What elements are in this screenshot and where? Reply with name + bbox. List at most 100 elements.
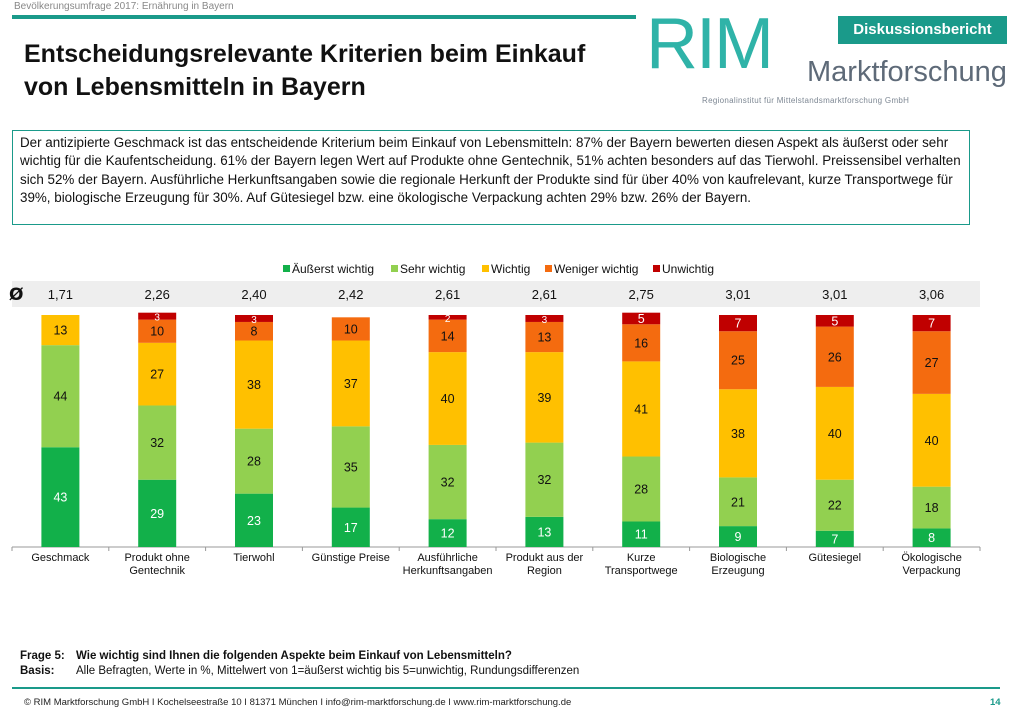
category-label: Region xyxy=(527,565,562,577)
data-label: 9 xyxy=(735,530,742,544)
basis-text: Alle Befragten, Werte in %, Mittelwert v… xyxy=(76,665,580,677)
data-label: 29 xyxy=(150,507,164,521)
survey-label: Bevölkerungsumfrage 2017: Ernährung in B… xyxy=(14,1,234,12)
mean-value: 2,26 xyxy=(145,287,170,302)
bar-segment-unwichtig xyxy=(719,315,757,332)
basis-note: Basis: Alle Befragten, Werte in %, Mittel… xyxy=(20,665,579,677)
bar-segment-unwichtig xyxy=(912,315,951,332)
bar-segment-unwichtig xyxy=(235,315,273,322)
bar-segment-aeusserst-wichtig xyxy=(622,521,661,547)
data-label: 32 xyxy=(537,473,551,487)
bar-segment-aeusserst-wichtig xyxy=(41,447,80,547)
data-label: 40 xyxy=(441,392,455,406)
logo-rim: RIM xyxy=(646,4,774,84)
data-label: 13 xyxy=(537,525,551,539)
bar-segment-weniger-wichtig xyxy=(331,317,370,341)
bar-segment-sehr-wichtig xyxy=(912,486,951,529)
legend-swatch-wichtig xyxy=(482,265,489,272)
basis-label: Basis: xyxy=(20,665,55,677)
mean-value: 1,71 xyxy=(48,287,73,302)
data-label: 3 xyxy=(251,315,257,326)
data-label: 28 xyxy=(634,483,648,497)
question-label: Frage 5: xyxy=(20,650,65,662)
bar-segment-weniger-wichtig xyxy=(138,319,177,343)
legend-label-aeusserst-wichtig: Äußerst wichtig xyxy=(292,262,374,276)
data-label: 17 xyxy=(344,521,358,535)
footer-rule xyxy=(12,687,1000,689)
bar-segment-unwichtig xyxy=(138,312,177,320)
data-label: 27 xyxy=(150,368,164,382)
data-label: 38 xyxy=(247,378,261,392)
data-label: 14 xyxy=(441,329,455,343)
bar-segment-sehr-wichtig xyxy=(235,428,273,494)
bar-segment-sehr-wichtig xyxy=(719,477,757,527)
mean-value: 2,61 xyxy=(532,287,557,302)
question-note: Frage 5: Wie wichtig sind Ihnen die folge… xyxy=(20,650,512,662)
category-label: Transportwege xyxy=(605,565,678,577)
bar-segment-wichtig xyxy=(331,340,370,427)
data-label: 22 xyxy=(828,499,842,513)
data-label: 11 xyxy=(635,528,648,542)
bar-segment-aeusserst-wichtig xyxy=(428,519,467,547)
legend-label-sehr-wichtig: Sehr wichtig xyxy=(400,262,465,276)
legend-swatch-aeusserst-wichtig xyxy=(283,265,290,272)
report-type-badge: Diskussionsbericht xyxy=(838,16,1007,44)
data-label: 16 xyxy=(634,336,648,350)
question-text: Wie wichtig sind Ihnen die folgenden Asp… xyxy=(76,650,512,662)
data-label: 7 xyxy=(735,317,742,331)
bar-segment-aeusserst-wichtig xyxy=(138,479,177,547)
data-label: 32 xyxy=(441,476,455,490)
bar-segment-wichtig xyxy=(622,361,661,457)
page-title: Entscheidungsrelevante Kriterien beim Ei… xyxy=(24,40,586,101)
legend-label-unwichtig: Unwichtig xyxy=(662,262,714,276)
bar-segment-sehr-wichtig xyxy=(138,405,177,480)
data-label: 10 xyxy=(344,322,358,336)
legend-swatch-sehr-wichtig xyxy=(391,265,398,272)
data-label: 23 xyxy=(247,514,261,528)
page-number: 14 xyxy=(990,697,1001,708)
data-label: 13 xyxy=(53,324,67,338)
bar-segment-unwichtig xyxy=(815,315,854,327)
data-label: 18 xyxy=(925,501,939,515)
category-label: Herkunftsangaben xyxy=(403,565,493,577)
category-label: Ausführliche xyxy=(417,552,478,564)
data-label: 7 xyxy=(928,317,935,331)
data-label: 5 xyxy=(831,314,838,328)
bar-segment-weniger-wichtig xyxy=(525,321,564,353)
bar-segment-aeusserst-wichtig xyxy=(815,530,854,547)
bar-segment-weniger-wichtig xyxy=(622,324,661,362)
mean-row-background xyxy=(12,281,980,307)
logo-tagline: Regionalinstitut für Mittelstandsmarktfo… xyxy=(702,96,910,105)
data-label: 21 xyxy=(731,495,745,509)
mean-value: 2,61 xyxy=(435,287,460,302)
data-label: 25 xyxy=(731,354,745,368)
bar-segment-sehr-wichtig xyxy=(428,444,467,520)
bar-segment-unwichtig xyxy=(622,312,661,325)
bar-segment-wichtig xyxy=(912,393,951,487)
bar-segment-wichtig xyxy=(428,352,467,445)
bar-segment-aeusserst-wichtig xyxy=(235,493,273,547)
category-label: Geschmack xyxy=(31,552,90,564)
data-label: 3 xyxy=(154,313,160,324)
data-label: 43 xyxy=(53,491,67,505)
mean-value: 3,01 xyxy=(822,287,847,302)
bar-segment-aeusserst-wichtig xyxy=(331,507,370,547)
bar-segment-weniger-wichtig xyxy=(912,331,951,394)
mean-value: 3,06 xyxy=(919,287,944,302)
bar-segment-weniger-wichtig xyxy=(428,319,467,353)
header-rule xyxy=(12,15,636,19)
data-label: 13 xyxy=(537,331,551,345)
data-label: 27 xyxy=(925,356,939,370)
bar-segment-sehr-wichtig xyxy=(525,442,564,517)
mean-value: 2,75 xyxy=(629,287,654,302)
bar-segment-wichtig xyxy=(138,342,177,406)
category-label: Günstige Preise xyxy=(312,552,390,564)
data-label: 2 xyxy=(445,314,451,325)
stacked-bar-chart: Äußerst wichtig Sehr wichtig Wichtig Wenige… xyxy=(9,262,981,577)
bar-segment-aeusserst-wichtig xyxy=(719,526,757,547)
data-label: 12 xyxy=(441,527,455,541)
data-label: 38 xyxy=(731,427,745,441)
bar-segment-wichtig xyxy=(525,352,564,443)
bar-segment-weniger-wichtig xyxy=(235,321,273,341)
data-label: 5 xyxy=(638,312,645,326)
